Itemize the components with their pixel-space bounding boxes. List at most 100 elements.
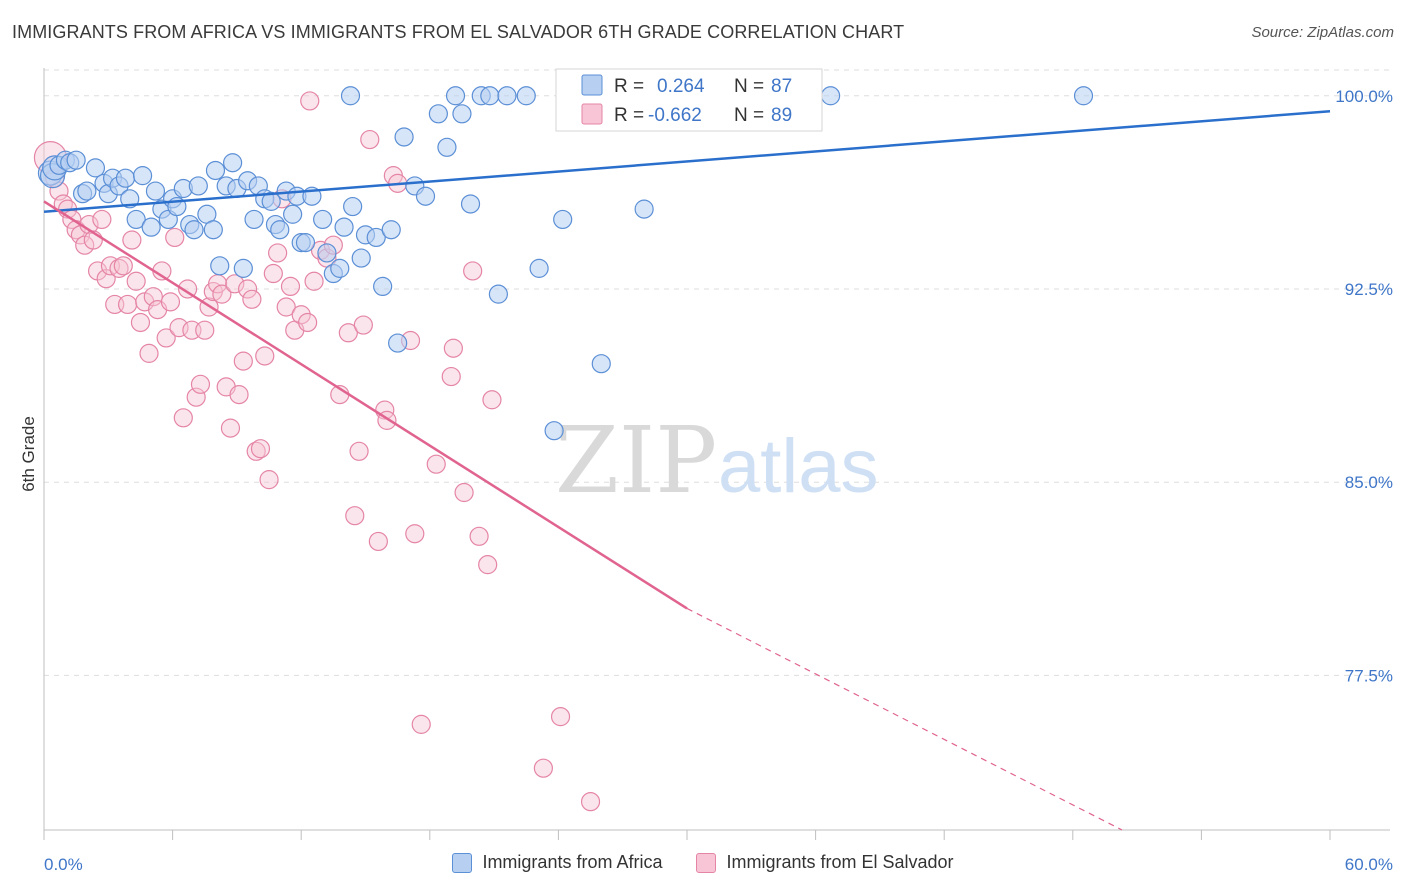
point-el-salvador: [263, 263, 283, 284]
point-africa: [66, 150, 86, 170]
point-africa: [553, 209, 573, 230]
point-el-salvador: [130, 312, 151, 333]
point-africa: [313, 209, 333, 230]
point-africa: [415, 186, 436, 206]
point-el-salvador: [368, 531, 388, 552]
point-el-salvador: [304, 271, 324, 291]
x-tick-label: 0.0%: [44, 855, 83, 874]
point-africa: [488, 284, 508, 304]
legend-n-label-africa: N =: [734, 76, 764, 97]
point-africa: [203, 220, 223, 240]
source-credit: Source: ZipAtlas.com: [1251, 24, 1394, 41]
point-africa: [544, 421, 564, 441]
point-el-salvador: [300, 91, 320, 111]
point-el-salvador: [225, 274, 245, 294]
point-el-salvador: [276, 297, 296, 317]
point-africa: [452, 104, 472, 124]
point-el-salvador: [353, 315, 373, 335]
point-africa: [351, 248, 371, 268]
legend-bottom-swatch-salvador: [696, 852, 717, 873]
watermark: ZIP atlas: [555, 407, 879, 514]
point-el-salvador: [482, 390, 502, 410]
legend-swatch-africa: [581, 74, 603, 96]
point-el-salvador: [255, 346, 275, 366]
correlation-legend: R = 0.264 N = 87 R = -0.662 N = 89: [555, 68, 823, 132]
point-africa: [460, 194, 481, 214]
point-africa: [141, 217, 161, 237]
watermark-zip: ZIP: [555, 407, 717, 514]
point-africa: [115, 168, 136, 188]
y-tick-label: 92.5%: [1345, 280, 1393, 299]
point-el-salvador: [463, 261, 483, 281]
point-el-salvador: [122, 230, 142, 250]
trend-line-el-salvador-extension: [686, 607, 1123, 831]
point-el-salvador: [268, 243, 288, 263]
point-africa: [223, 153, 243, 173]
point-africa: [516, 86, 536, 106]
legend-n-label-salvador: N =: [734, 105, 764, 126]
point-el-salvador: [426, 454, 446, 474]
point-el-salvador: [186, 387, 206, 407]
tick-labels: 77.5% 85.0% 92.5% 100.0% 0.0% 60.0%: [44, 87, 1393, 874]
point-el-salvador: [143, 287, 163, 307]
point-el-salvador: [113, 256, 133, 276]
point-el-salvador: [349, 441, 369, 461]
point-el-salvador: [360, 129, 380, 150]
point-africa: [1073, 86, 1094, 106]
legend-bottom-swatch-africa: [452, 852, 473, 873]
point-el-salvador: [250, 439, 271, 459]
y-tick-label: 100.0%: [1335, 87, 1393, 106]
point-africa: [120, 189, 140, 209]
point-el-salvador: [212, 284, 232, 304]
point-africa: [334, 217, 354, 237]
point-africa: [634, 199, 654, 219]
point-africa: [210, 256, 230, 276]
point-el-salvador: [96, 269, 116, 289]
point-africa: [394, 127, 414, 147]
series-legend: Immigrants from Africa Immigrants from E…: [0, 852, 1406, 873]
point-el-salvador: [233, 351, 253, 371]
point-africa: [343, 196, 363, 217]
point-africa: [330, 258, 350, 278]
point-africa: [497, 86, 517, 106]
legend-item-salvador: Immigrants from El Salvador: [696, 852, 954, 873]
point-el-salvador: [443, 338, 463, 358]
point-el-salvador: [345, 506, 365, 526]
point-el-salvador: [156, 328, 176, 348]
y-tick-label: 77.5%: [1345, 666, 1393, 685]
point-el-salvador: [533, 758, 553, 778]
point-africa: [366, 227, 386, 248]
legend-r-label-africa: R =: [614, 76, 644, 97]
point-el-salvador: [478, 555, 498, 575]
chart-title: IMMIGRANTS FROM AFRICA VS IMMIGRANTS FRO…: [12, 22, 905, 42]
legend-swatch-salvador: [581, 103, 603, 125]
point-africa: [132, 166, 153, 186]
point-el-salvador: [338, 323, 358, 343]
legend-bottom-label-africa: Immigrants from Africa: [482, 852, 663, 872]
trend-line-el-salvador: [43, 200, 688, 610]
point-el-salvador: [550, 707, 571, 727]
point-el-salvador: [229, 385, 249, 405]
legend-r-value-africa: 0.264: [657, 76, 705, 97]
point-africa: [821, 86, 841, 106]
point-el-salvador: [259, 470, 279, 490]
y-tick-label: 85.0%: [1345, 473, 1393, 492]
point-africa: [373, 276, 393, 297]
point-el-salvador: [580, 792, 601, 812]
trend-line-africa: [43, 109, 1331, 213]
point-el-salvador: [117, 294, 138, 315]
legend-r-label-salvador: R =: [614, 105, 644, 126]
point-africa: [77, 181, 97, 201]
trend-lines: [43, 109, 1331, 831]
point-africa: [270, 220, 290, 240]
grid-lines: [44, 69, 1390, 676]
point-el-salvador: [160, 292, 181, 312]
point-el-salvador: [190, 374, 211, 394]
point-el-salvador: [139, 343, 159, 363]
point-el-salvador: [126, 271, 146, 291]
axes: [43, 68, 1390, 840]
point-el-salvador: [92, 209, 112, 230]
point-africa: [233, 258, 253, 278]
point-africa: [529, 258, 549, 278]
